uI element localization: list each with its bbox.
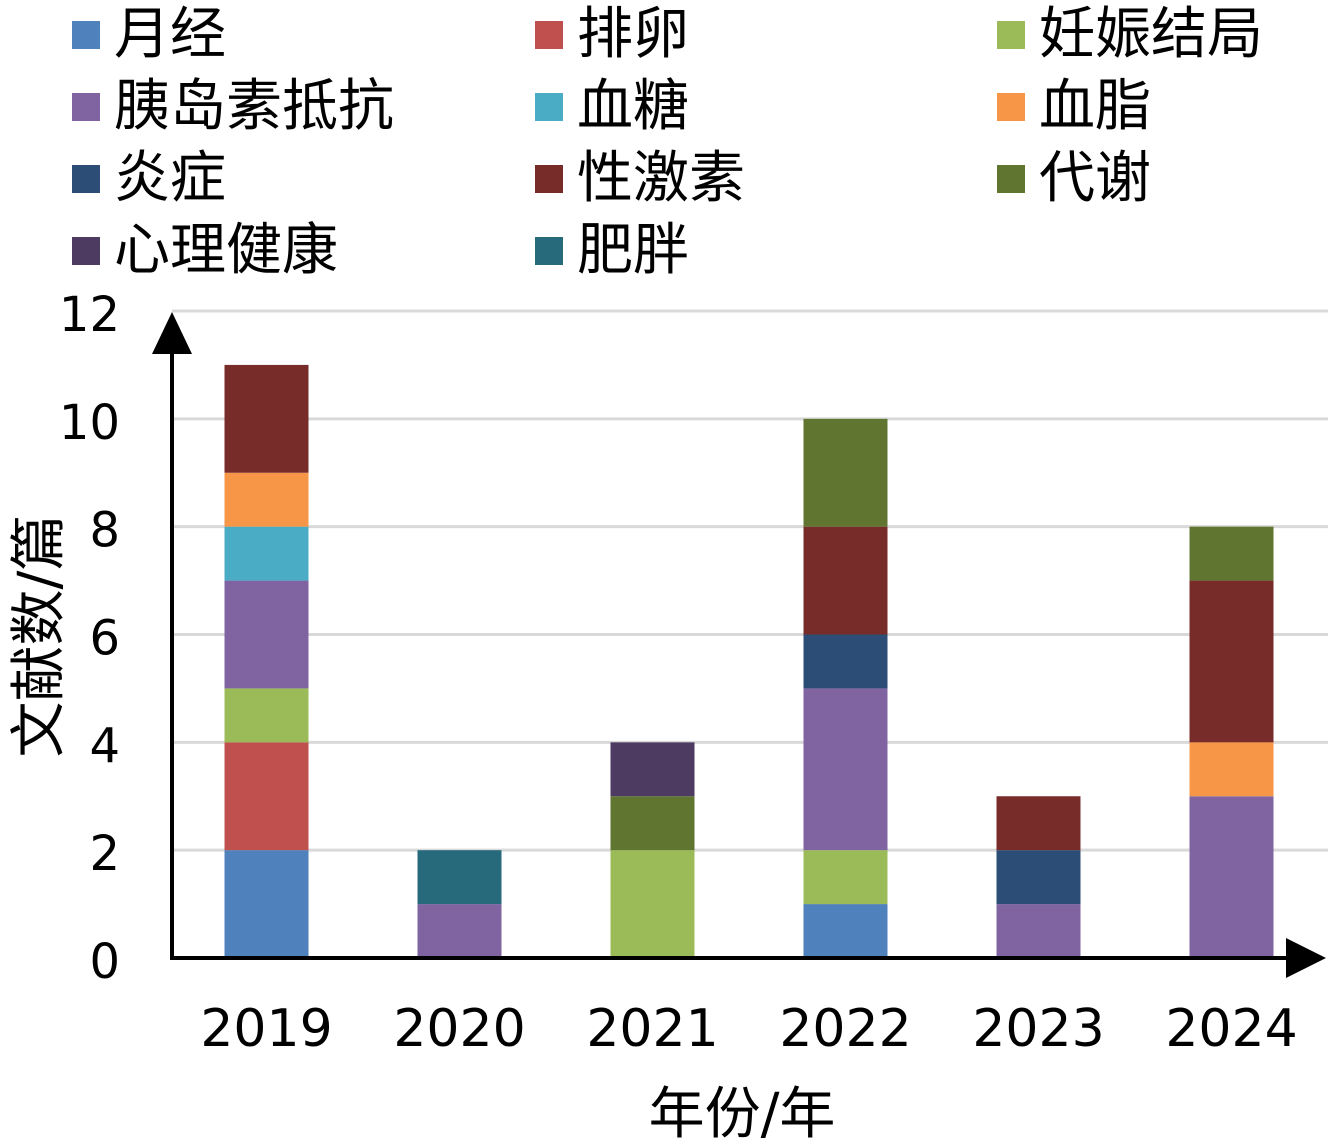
x-axis-arrow: [1286, 938, 1326, 978]
legend-swatch: [535, 237, 563, 265]
y-tick-label: 0: [89, 934, 120, 990]
y-axis-arrow: [152, 312, 192, 354]
bar-segment-2024-代谢: [1189, 526, 1274, 581]
bar-segment-2019-血脂: [224, 472, 309, 527]
bar-segment-2023-炎症: [996, 850, 1081, 905]
legend-item: 性激素: [535, 144, 745, 214]
bar-segment-2022-月经: [803, 904, 888, 958]
bar-segment-2022-妊娠结局: [803, 850, 888, 905]
bars: [224, 364, 1274, 958]
bar-segment-2022-胰岛素抵抗: [803, 688, 888, 851]
legend-label: 妊娠结局: [1039, 2, 1263, 67]
legend-label: 血糖: [577, 74, 689, 139]
bar-segment-2023-性激素: [996, 796, 1081, 851]
x-tick-label: 2020: [393, 999, 525, 1059]
bar-segment-2022-代谢: [803, 418, 888, 527]
bar-segment-2019-妊娠结局: [224, 688, 309, 743]
x-tick-label: 2022: [779, 999, 911, 1059]
legend-label: 肥胖: [577, 218, 689, 283]
legend-label: 代谢: [1039, 146, 1151, 211]
legend-swatch: [535, 93, 563, 121]
bar-segment-2021-妊娠结局: [610, 850, 695, 958]
bar-segment-2022-性激素: [803, 526, 888, 635]
y-tick-label: 6: [89, 611, 120, 667]
x-tick-label: 2023: [972, 999, 1104, 1059]
legend-label: 炎症: [114, 146, 226, 211]
legend-swatch: [535, 21, 563, 49]
legend-item: 血脂: [997, 72, 1151, 142]
legend-swatch: [535, 165, 563, 193]
bar-segment-2019-月经: [224, 850, 309, 958]
bar-segment-2020-肥胖: [417, 850, 502, 905]
x-tick-label: 2021: [586, 999, 718, 1059]
legend-label: 胰岛素抵抗: [114, 74, 394, 139]
legend-swatch: [72, 93, 100, 121]
legend-item: 肥胖: [535, 216, 689, 286]
bar-segment-2019-性激素: [224, 364, 309, 473]
bar-segment-2024-血脂: [1189, 742, 1274, 797]
legend-swatch: [72, 165, 100, 193]
bar-segment-2021-代谢: [610, 796, 695, 851]
legend-item: 胰岛素抵抗: [72, 72, 394, 142]
y-tick-label: 8: [89, 503, 120, 559]
y-tick-label: 4: [89, 718, 120, 774]
y-tick-labels: 0 2 4 6 8 10 12: [59, 287, 120, 990]
x-tick-label: 2019: [200, 999, 332, 1059]
legend-label: 性激素: [577, 146, 745, 211]
bar-segment-2023-胰岛素抵抗: [996, 904, 1081, 958]
legend-item: 妊娠结局: [997, 0, 1263, 70]
legend-label: 月经: [114, 2, 226, 67]
bar-segment-2019-胰岛素抵抗: [224, 580, 309, 689]
bar-segment-2024-胰岛素抵抗: [1189, 796, 1274, 958]
legend-item: 炎症: [72, 144, 226, 214]
bar-segment-2022-炎症: [803, 634, 888, 689]
y-tick-label: 2: [89, 826, 120, 882]
legend-item: 心理健康: [72, 216, 338, 286]
legend-swatch: [997, 93, 1025, 121]
bar-segment-2021-心理健康: [610, 742, 695, 797]
legend-label: 排卵: [577, 2, 689, 67]
x-axis-label: 年份/年: [649, 1082, 836, 1142]
bar-segment-2020-胰岛素抵抗: [417, 904, 502, 958]
legend-label: 血脂: [1039, 74, 1151, 139]
legend-label: 心理健康: [114, 218, 338, 283]
gridlines: [172, 309, 1328, 852]
legend-swatch: [997, 21, 1025, 49]
legend-swatch: [72, 21, 100, 49]
legend-swatch: [72, 237, 100, 265]
x-tick-label: 2024: [1165, 999, 1297, 1059]
bar-segment-2019-排卵: [224, 742, 309, 851]
y-tick-label: 12: [59, 287, 120, 343]
bar-segment-2019-血糖: [224, 526, 309, 581]
legend-swatch: [997, 165, 1025, 193]
legend-item: 排卵: [535, 0, 689, 70]
legend-item: 血糖: [535, 72, 689, 142]
legend-item: 代谢: [997, 144, 1151, 214]
axes: [152, 312, 1326, 978]
bar-segment-2024-性激素: [1189, 580, 1274, 743]
y-tick-label: 10: [59, 395, 120, 451]
x-tick-labels: 2019 2020 2021 2022 2023 2024: [200, 999, 1297, 1059]
legend-item: 月经: [72, 0, 226, 70]
y-axis-label: 文献数/篇: [7, 515, 72, 758]
